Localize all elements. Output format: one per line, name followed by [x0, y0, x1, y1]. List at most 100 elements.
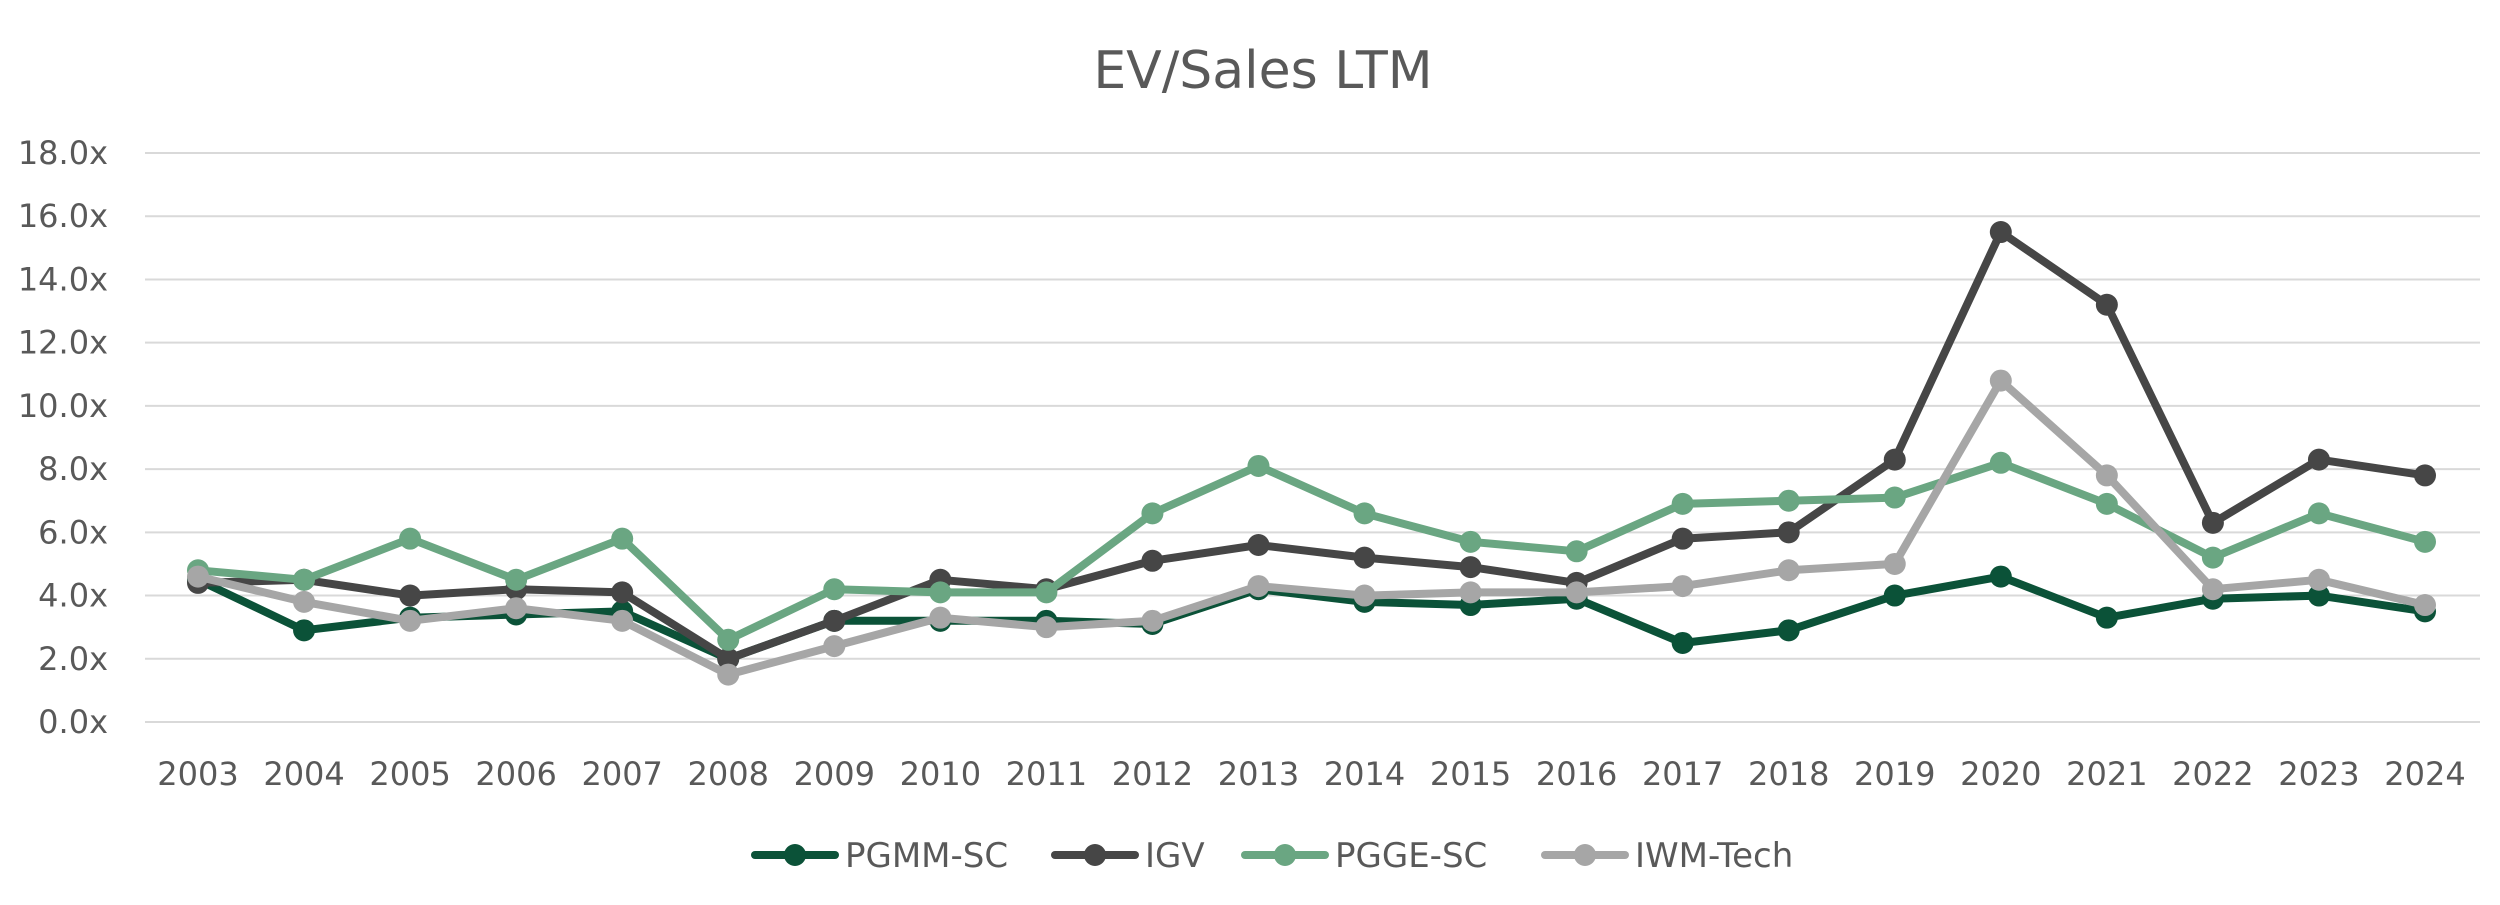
data-point [2201, 546, 2224, 569]
data-point [293, 568, 316, 591]
x-tick-label: 2011 [1006, 755, 1087, 793]
legend-item: PGGE-SC [1241, 836, 1487, 876]
x-tick-label: 2018 [1748, 755, 1829, 793]
y-tick-label: 0.0x [38, 703, 108, 741]
legend-item: IWM-Tech [1541, 836, 1793, 876]
y-tick-label: 18.0x [18, 134, 108, 172]
data-point [1035, 616, 1058, 639]
data-point [1671, 575, 1694, 598]
data-point [611, 609, 634, 632]
data-point [399, 527, 422, 550]
legend-label: PGMM-SC [845, 836, 1008, 876]
x-tick-label: 2016 [1536, 755, 1617, 793]
data-point [2414, 530, 2436, 553]
data-point [1459, 581, 1482, 604]
data-point [1353, 502, 1376, 525]
data-point [1565, 581, 1588, 604]
data-point [1883, 552, 1906, 575]
data-point [2307, 448, 2330, 471]
data-point [929, 606, 952, 629]
x-tick-label: 2023 [2278, 755, 2359, 793]
data-point [1141, 502, 1164, 525]
x-tick-label: 2020 [1960, 755, 2041, 793]
data-point [1141, 609, 1164, 632]
data-point [505, 597, 528, 620]
y-tick-label: 12.0x [18, 324, 108, 362]
x-tick-label: 2003 [157, 755, 238, 793]
data-point [2307, 502, 2330, 525]
data-point [823, 578, 846, 601]
data-point [293, 619, 316, 642]
data-point [2201, 578, 2224, 601]
gridlines [145, 152, 2480, 723]
x-tick-label: 2024 [2384, 755, 2465, 793]
x-tick-label: 2009 [794, 755, 875, 793]
data-point [1459, 556, 1482, 579]
series-lines [187, 221, 2436, 686]
x-tick-label: 2006 [475, 755, 556, 793]
x-tick-label: 2004 [263, 755, 344, 793]
data-point [717, 647, 740, 670]
data-point [1777, 489, 1800, 512]
data-point [399, 609, 422, 632]
data-point [1247, 454, 1270, 477]
x-tick-label: 2017 [1642, 755, 1723, 793]
data-point [2414, 464, 2436, 487]
x-tick-label: 2019 [1854, 755, 1935, 793]
data-point [2095, 464, 2118, 487]
data-point [823, 635, 846, 658]
series-line [194, 228, 2429, 663]
series-iwm-tech [187, 369, 2436, 686]
data-point [611, 527, 634, 550]
data-point [2095, 492, 2118, 515]
data-point [1989, 221, 2012, 244]
data-point [717, 663, 740, 686]
y-axis-ticks: 0.0x 2.0x 4.0x 6.0x 8.0x 10.0x 12.0x 14.0x 16.0x… [18, 134, 108, 741]
data-point [2095, 606, 2118, 629]
x-tick-label: 2022 [2172, 755, 2253, 793]
x-tick-label: 2014 [1324, 755, 1405, 793]
data-point [823, 609, 846, 632]
data-point [611, 581, 634, 604]
data-point [1671, 492, 1694, 515]
legend-swatch-marker [1084, 844, 1106, 866]
data-point [399, 584, 422, 607]
y-tick-label: 8.0x [38, 450, 108, 488]
legend-item: IGV [1051, 836, 1205, 876]
legend-swatch-marker [1274, 844, 1296, 866]
data-point [1459, 530, 1482, 553]
data-point [2307, 568, 2330, 591]
data-point [1777, 559, 1800, 582]
data-point [187, 565, 209, 588]
series-line [194, 458, 2429, 644]
x-tick-label: 2007 [581, 755, 662, 793]
y-tick-label: 4.0x [38, 577, 108, 615]
legend: PGMM-SC IGV PGGE-SC IWM-Tech [751, 836, 1793, 876]
legend-label: IGV [1145, 836, 1205, 876]
data-point [1989, 451, 2012, 474]
series-line [194, 376, 2429, 679]
data-point [1565, 540, 1588, 563]
legend-label: PGGE-SC [1335, 836, 1487, 876]
data-point [1883, 448, 1906, 471]
data-point [1353, 584, 1376, 607]
data-point [505, 568, 528, 591]
data-point [1247, 533, 1270, 556]
x-tick-label: 2005 [369, 755, 450, 793]
y-tick-label: 6.0x [38, 513, 108, 551]
data-point [2414, 594, 2436, 617]
x-tick-label: 2021 [2066, 755, 2147, 793]
y-tick-label: 16.0x [18, 197, 108, 235]
data-point [1035, 581, 1058, 604]
y-tick-label: 14.0x [18, 260, 108, 298]
x-tick-label: 2010 [900, 755, 981, 793]
data-point [1671, 527, 1694, 550]
y-tick-label: 2.0x [38, 640, 108, 678]
legend-label: IWM-Tech [1635, 836, 1793, 876]
x-tick-label: 2008 [688, 755, 769, 793]
data-point [1883, 584, 1906, 607]
data-point [2201, 511, 2224, 534]
legend-swatch-marker [1574, 844, 1596, 866]
legend-item: PGMM-SC [751, 836, 1008, 876]
